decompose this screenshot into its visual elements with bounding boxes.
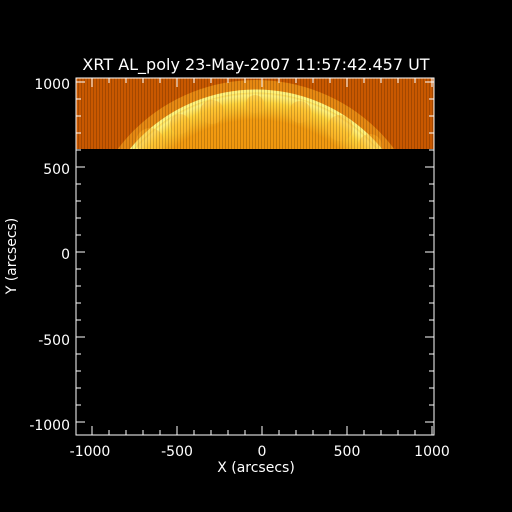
figure-title: XRT AL_poly 23-May-2007 11:57:42.457 UT: [82, 55, 429, 75]
x-axis-label: X (arcsecs): [217, 460, 295, 476]
y-tick-label: -1000: [29, 418, 70, 434]
x-tick-label: 500: [334, 444, 361, 460]
solar-image: [76, 78, 434, 435]
solar-band: [76, 78, 434, 149]
y-tick-label: 0: [61, 247, 70, 263]
y-tick-label: 1000: [34, 77, 70, 93]
y-tick-label: 500: [43, 162, 70, 178]
plot-frame: [75, 77, 435, 436]
y-axis-label: Y (arcsecs): [4, 218, 20, 296]
x-tick-label: 1000: [414, 444, 450, 460]
y-tick-label: -500: [38, 333, 70, 349]
detector-stripes: [76, 78, 434, 149]
x-tick-label: 0: [258, 444, 267, 460]
x-tick-label: -500: [161, 444, 193, 460]
y-axis-ticks: [76, 81, 434, 423]
x-axis-ticks: [91, 78, 433, 435]
x-tick-label: -1000: [70, 444, 111, 460]
